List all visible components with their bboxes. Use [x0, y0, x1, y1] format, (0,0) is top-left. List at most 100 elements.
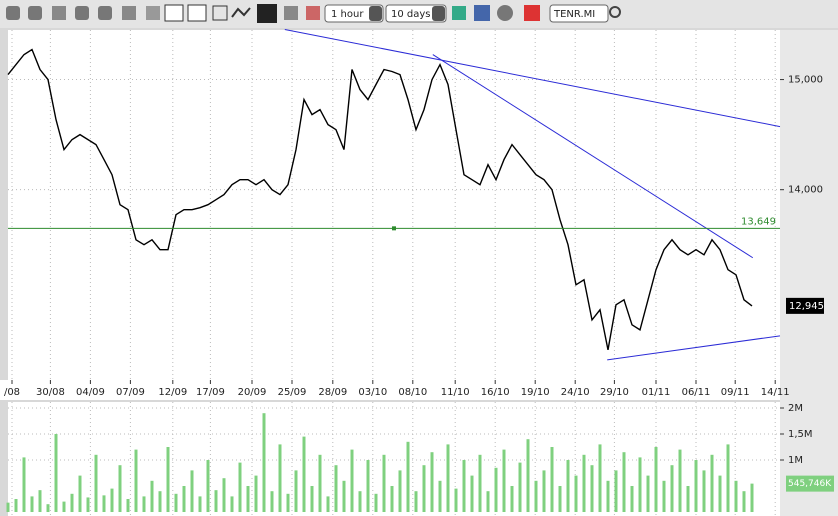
volume-bar: [70, 493, 74, 512]
volume-bar: [102, 495, 106, 512]
x-tick-label: 11/10: [441, 387, 470, 398]
volume-bar: [198, 496, 202, 512]
zoom-x[interactable]: [75, 6, 89, 20]
candle-tool[interactable]: [257, 4, 277, 23]
volume-bar: [462, 460, 466, 512]
x-tick-label: 28/09: [318, 387, 347, 398]
volume-bar: [174, 493, 178, 512]
last-value-label: 545,746K: [788, 479, 832, 489]
interval: 1 hour: [331, 9, 364, 20]
volume-bar: [310, 486, 314, 512]
x-tick-label: 24/10: [561, 387, 590, 398]
volume-bar: [614, 470, 618, 512]
price-plot: [8, 30, 780, 380]
volume-bar: [486, 491, 490, 512]
y-axis-panel: [780, 30, 838, 516]
x-tick-label: 20/09: [238, 387, 267, 398]
volume-bar: [582, 454, 586, 512]
volume-bar: [382, 454, 386, 512]
volume-bar: [294, 470, 298, 512]
volume-bar: [590, 465, 594, 512]
period-select[interactable]: [385, 4, 447, 23]
volume-bar: [150, 480, 154, 512]
x-tick-label: 19/10: [521, 387, 550, 398]
volume-bar: [430, 452, 434, 512]
trendline: [432, 54, 754, 259]
volume-bar: [110, 488, 114, 512]
volume-bar: [166, 447, 170, 512]
bars-view[interactable]: [187, 4, 207, 22]
volume-bar: [270, 491, 274, 512]
volume-bar: [14, 499, 18, 512]
volume-bar: [350, 449, 354, 512]
line-tool[interactable]: [231, 7, 251, 18]
x-tick-label: 01/11: [642, 387, 671, 398]
volume-bar: [222, 478, 226, 512]
ohlc-tool[interactable]: [284, 6, 298, 20]
volume-bar: [494, 467, 498, 512]
volume-bar: [94, 454, 98, 512]
volume-bar: [374, 493, 378, 512]
x-tick-label: 07/09: [116, 387, 145, 398]
x-tick-label: 08/10: [398, 387, 427, 398]
reset[interactable]: [122, 6, 136, 20]
zoom-in[interactable]: [6, 6, 20, 20]
volume-bar: [630, 486, 634, 512]
volume-bar: [278, 444, 282, 512]
volume-bar: [6, 502, 10, 512]
volume-bar: [702, 470, 706, 512]
search[interactable]: [609, 6, 621, 18]
y-tick-label: 2M: [788, 403, 803, 414]
volume-bar: [358, 491, 362, 512]
alert[interactable]: [524, 5, 540, 21]
volume-bar: [262, 413, 266, 512]
symbol-input[interactable]: [549, 4, 609, 23]
zoom-out[interactable]: [28, 6, 42, 20]
volume-bar: [302, 436, 306, 512]
symbol: TENR.MI: [553, 9, 595, 20]
flag[interactable]: [306, 6, 320, 20]
volume-bar: [470, 475, 474, 512]
volume-bar: [598, 444, 602, 512]
rect-tool[interactable]: [212, 5, 228, 21]
volume-bar: [638, 457, 642, 512]
volume-bar: [566, 460, 570, 512]
volume-bar: [438, 480, 442, 512]
x-tick-label: 04/09: [76, 387, 105, 398]
volume-bar: [558, 486, 562, 512]
refresh[interactable]: [497, 5, 513, 21]
volume-bar: [158, 491, 162, 512]
volume-bar: [118, 465, 122, 512]
x-axis-strip: [0, 380, 780, 400]
volume-bar: [182, 486, 186, 512]
volume-bar: [670, 465, 674, 512]
volume-bar: [230, 496, 234, 512]
last-value-label: 12,945: [789, 301, 824, 312]
volume-bar: [134, 449, 138, 512]
volume-bar: [678, 449, 682, 512]
volume-bar: [446, 444, 450, 512]
volume-bar: [246, 486, 250, 512]
table-view[interactable]: [164, 4, 184, 22]
hline-label: 13,649: [741, 216, 776, 227]
zoom-y[interactable]: [98, 6, 112, 20]
indicator[interactable]: [452, 6, 466, 20]
x-tick-label: 30/08: [36, 387, 65, 398]
interval-select[interactable]: [324, 4, 384, 23]
trendline: [284, 28, 781, 128]
x-tick-label: 03/10: [358, 387, 387, 398]
fit[interactable]: [52, 6, 66, 20]
y-tick-label: 1M: [788, 455, 803, 466]
x-tick-label: 16/10: [481, 387, 510, 398]
dropdown-arrow: [369, 6, 382, 21]
volume-bar: [734, 480, 738, 512]
dropdown-arrow: [432, 6, 445, 21]
volume-bar: [550, 447, 554, 512]
save[interactable]: [474, 5, 490, 21]
volume-bar: [686, 486, 690, 512]
volume-bar: [238, 462, 242, 512]
last-value-box: [786, 475, 834, 492]
volume-bar: [78, 475, 82, 512]
crosshair[interactable]: [146, 6, 160, 20]
